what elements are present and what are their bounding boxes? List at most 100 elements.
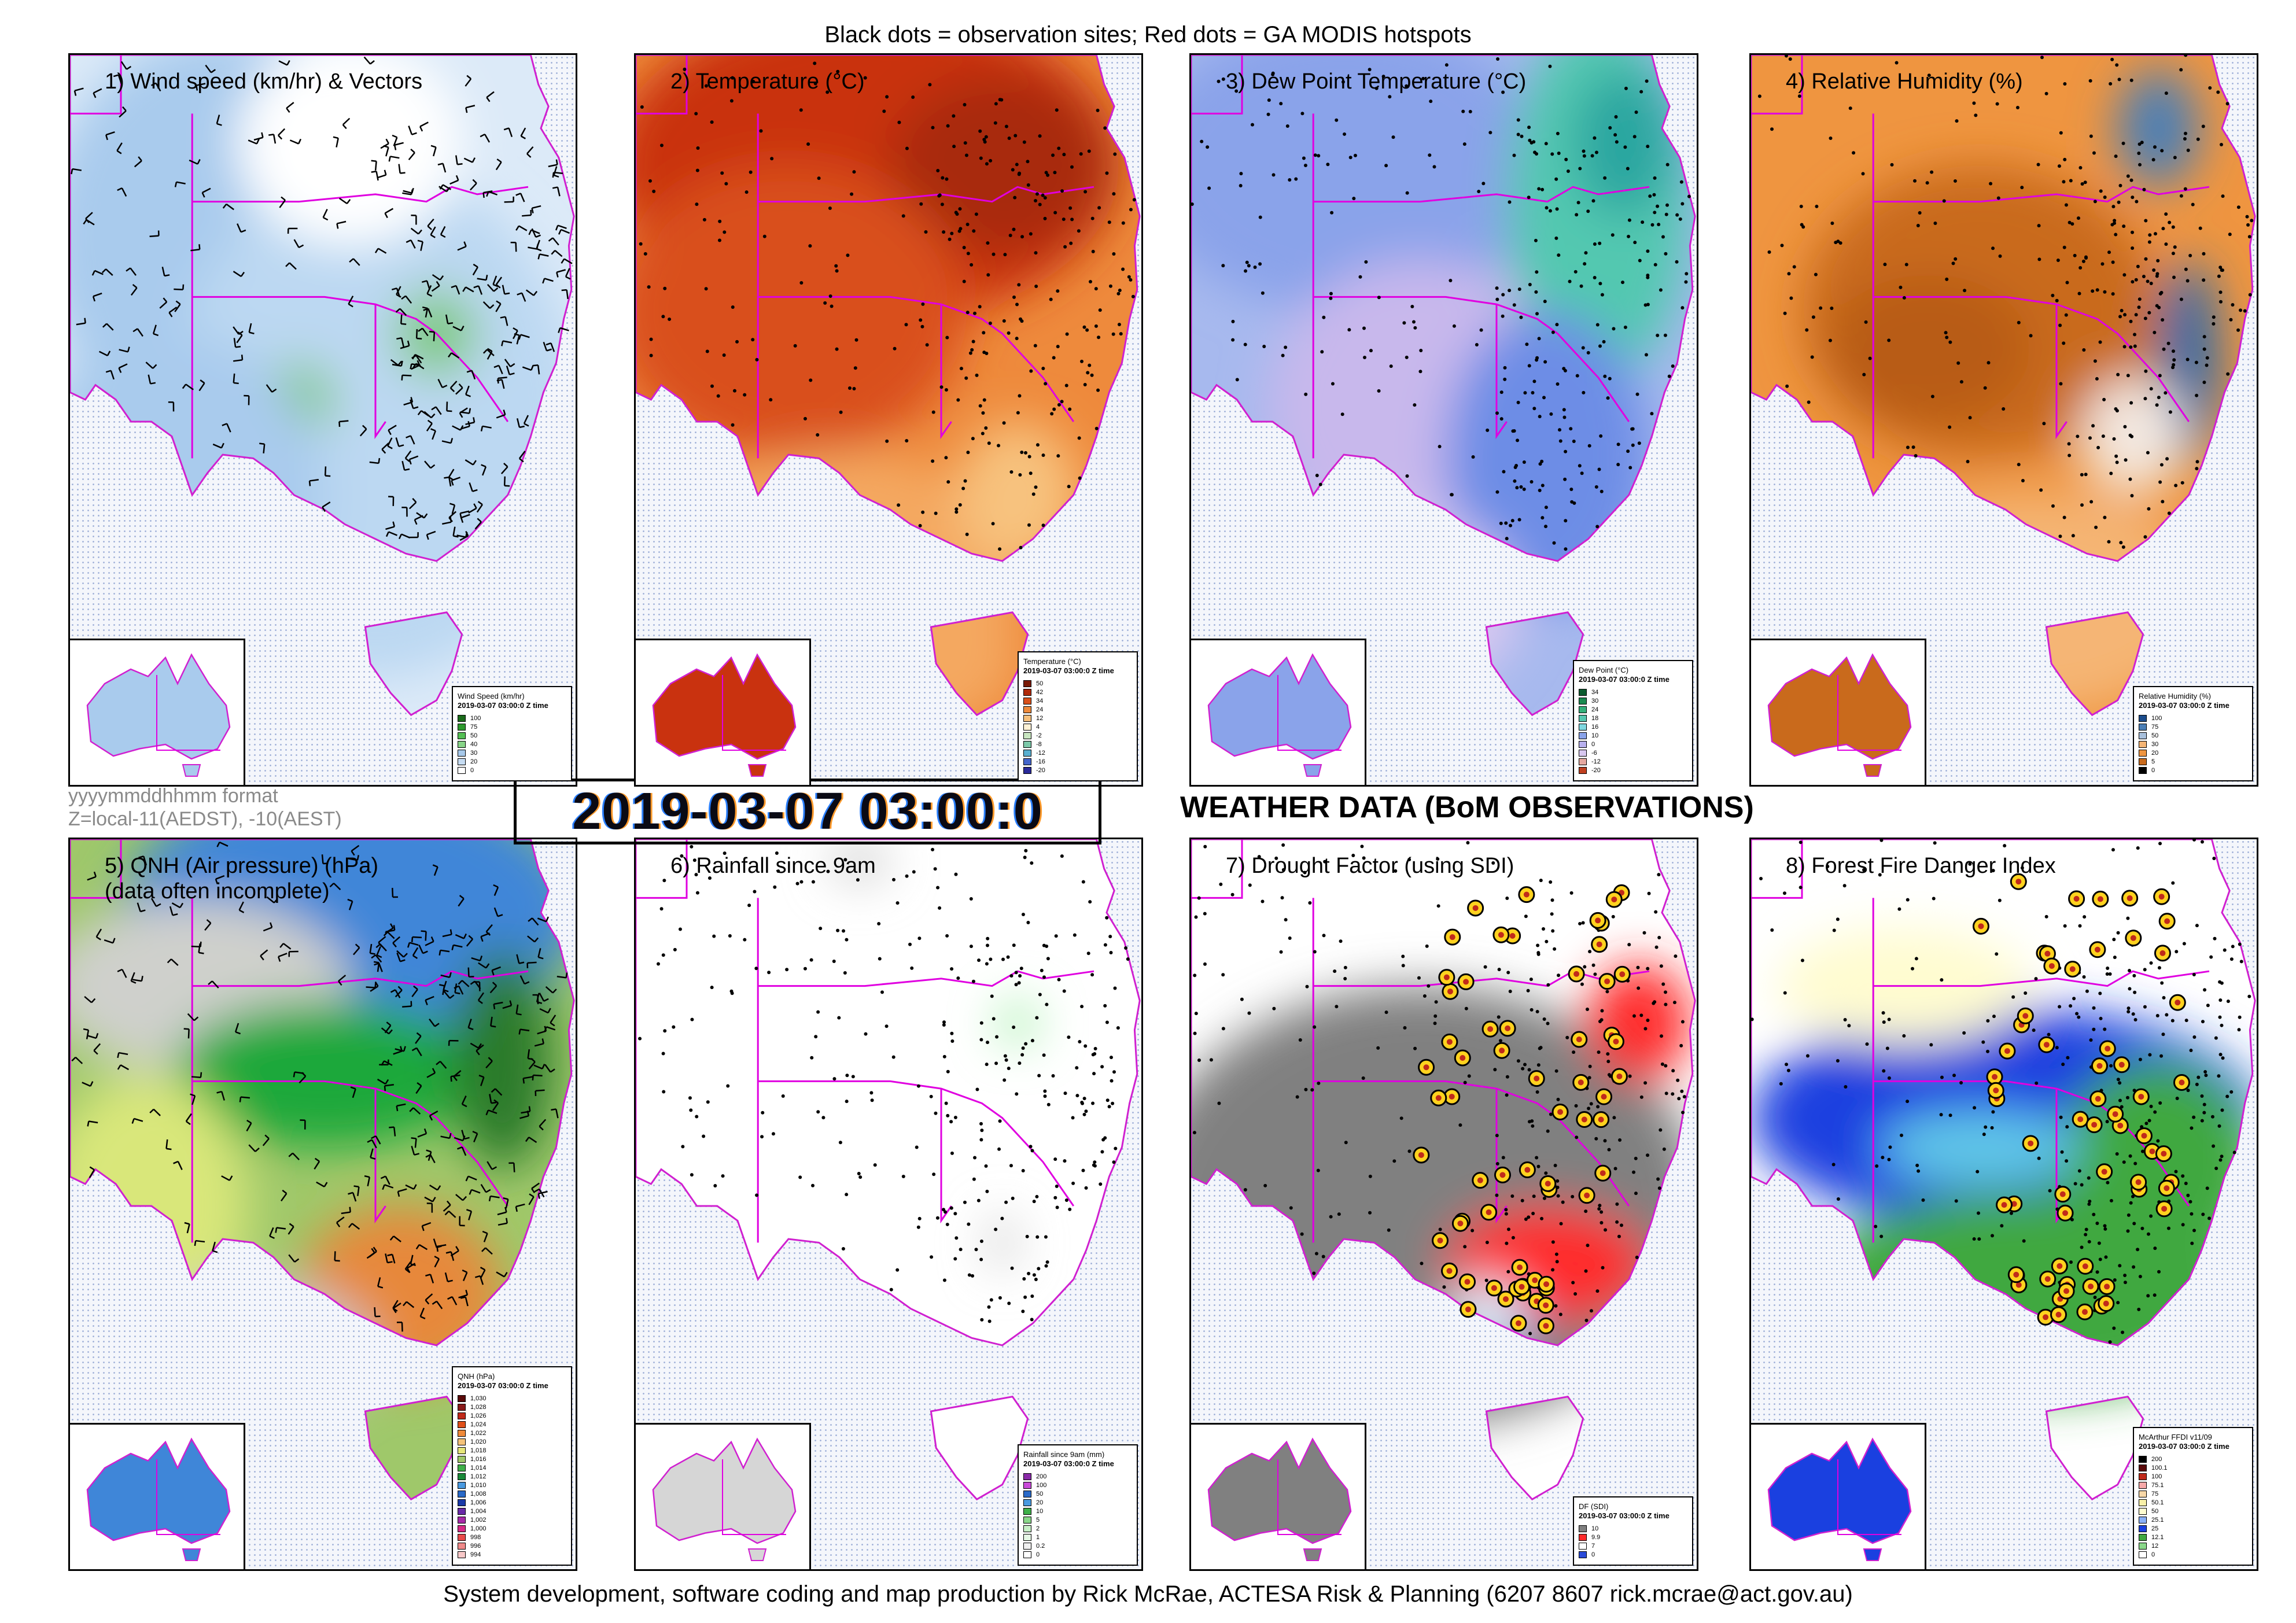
observation-site — [997, 1147, 1001, 1151]
observation-site — [1526, 988, 1530, 993]
observation-site — [2108, 972, 2112, 976]
wind-vector — [211, 980, 219, 988]
observation-site — [1836, 917, 1840, 921]
observation-site — [1121, 221, 1125, 225]
observation-site — [2172, 275, 2176, 279]
wind-vector-barb — [414, 1153, 420, 1156]
observation-site — [1082, 325, 1086, 329]
observation-site — [2146, 279, 2150, 283]
wind-vector-barb — [131, 980, 137, 984]
observation-site — [1973, 1106, 1977, 1110]
wind-vector-barb — [385, 1079, 389, 1085]
fire-hotspot-core — [1499, 1172, 1506, 1178]
australia-inset-map — [636, 1423, 811, 1569]
observation-site — [1347, 328, 1351, 332]
wind-vector — [468, 507, 477, 514]
legend-time: 2019-03-07 03:00:0 Z time — [2139, 1442, 2229, 1451]
observation-site — [1417, 976, 1421, 980]
observation-site — [1561, 1200, 1565, 1204]
wind-vector — [565, 268, 570, 278]
observation-site — [2080, 1183, 2084, 1187]
wind-vector — [458, 898, 465, 907]
legend-label: 1,026 — [470, 1412, 487, 1419]
legend-row: 1,010 — [458, 1481, 566, 1489]
observation-site — [1060, 854, 1064, 858]
wind-vector-barb — [427, 419, 433, 425]
observation-site — [1499, 521, 1503, 525]
observation-site — [1541, 927, 1545, 931]
fire-hotspot-core — [2164, 918, 2170, 924]
wind-vector-barb — [429, 330, 434, 333]
observation-site — [1887, 1076, 1891, 1080]
observation-site — [2103, 1224, 2107, 1228]
observation-site — [1954, 257, 1958, 261]
wind-vector — [504, 359, 511, 367]
observation-site — [2087, 1202, 2091, 1206]
fire-hotspot-core — [2094, 946, 2100, 953]
observation-site — [2220, 1023, 2224, 1027]
observation-site — [1019, 967, 1023, 971]
observation-site — [1548, 64, 1552, 68]
wind-vector — [341, 1211, 351, 1215]
legend-row: -20 — [1579, 766, 1687, 774]
wind-vector — [392, 887, 394, 898]
observation-site — [1068, 407, 1072, 411]
legend-swatch — [458, 740, 466, 748]
fire-hotspot-core — [2161, 1205, 2168, 1212]
observation-site — [1495, 286, 1499, 290]
wind-vector-barb — [198, 244, 201, 250]
observation-site — [2111, 292, 2115, 296]
legend-swatch — [1579, 697, 1587, 704]
observation-site — [2051, 504, 2055, 508]
observation-site — [2126, 916, 2130, 920]
observation-site — [2148, 233, 2152, 237]
observation-site — [2133, 1018, 2137, 1022]
wind-vector-barb — [465, 1289, 469, 1296]
wind-vector — [130, 972, 135, 982]
observation-site — [967, 1222, 971, 1226]
wind-vector-barb — [338, 421, 341, 427]
observation-site — [1053, 1196, 1057, 1200]
wind-vector — [415, 355, 422, 364]
wind-vector — [414, 1138, 417, 1148]
observation-site — [1084, 1186, 1088, 1190]
wind-vector — [528, 1061, 536, 1069]
observation-site — [1779, 1082, 1783, 1086]
legend-row: 30 — [458, 748, 566, 757]
observation-site — [1517, 287, 1521, 292]
wind-vector-barb — [422, 306, 428, 309]
observation-site — [1362, 326, 1366, 330]
observation-site — [680, 854, 684, 858]
observation-site — [1092, 1072, 1096, 1076]
observation-site — [1017, 283, 1021, 287]
observation-site — [936, 169, 940, 173]
legend-row: -8 — [1023, 740, 1132, 748]
state-boundary — [2055, 304, 2067, 440]
observation-site — [1083, 190, 1088, 194]
observation-site — [912, 870, 916, 874]
wind-vector — [371, 1139, 377, 1149]
observation-site — [2056, 258, 2060, 262]
wind-vector — [432, 274, 441, 281]
observation-site — [1004, 1058, 1008, 1062]
wind-vector — [452, 526, 456, 536]
observation-site — [1023, 855, 1027, 860]
wind-vector — [404, 1261, 412, 1270]
observation-site — [950, 967, 954, 971]
wind-vector — [531, 1182, 540, 1189]
observation-site — [2225, 1094, 2229, 1098]
observation-site — [1887, 1017, 1891, 1021]
observation-site — [2137, 305, 2141, 309]
wind-vector — [408, 152, 415, 161]
observation-site — [1572, 1050, 1576, 1054]
fire-hotspot-core — [2105, 1046, 2111, 1052]
wind-vector-barb — [537, 254, 540, 260]
observation-site — [1432, 165, 1436, 169]
observation-site — [1783, 991, 1787, 995]
observation-site — [2149, 1104, 2153, 1108]
observation-site — [2118, 1081, 2122, 1085]
wind-vector-barb — [172, 913, 178, 916]
observation-site — [825, 90, 830, 94]
wind-vector-barb — [118, 367, 122, 373]
field-blob — [1827, 275, 2031, 422]
